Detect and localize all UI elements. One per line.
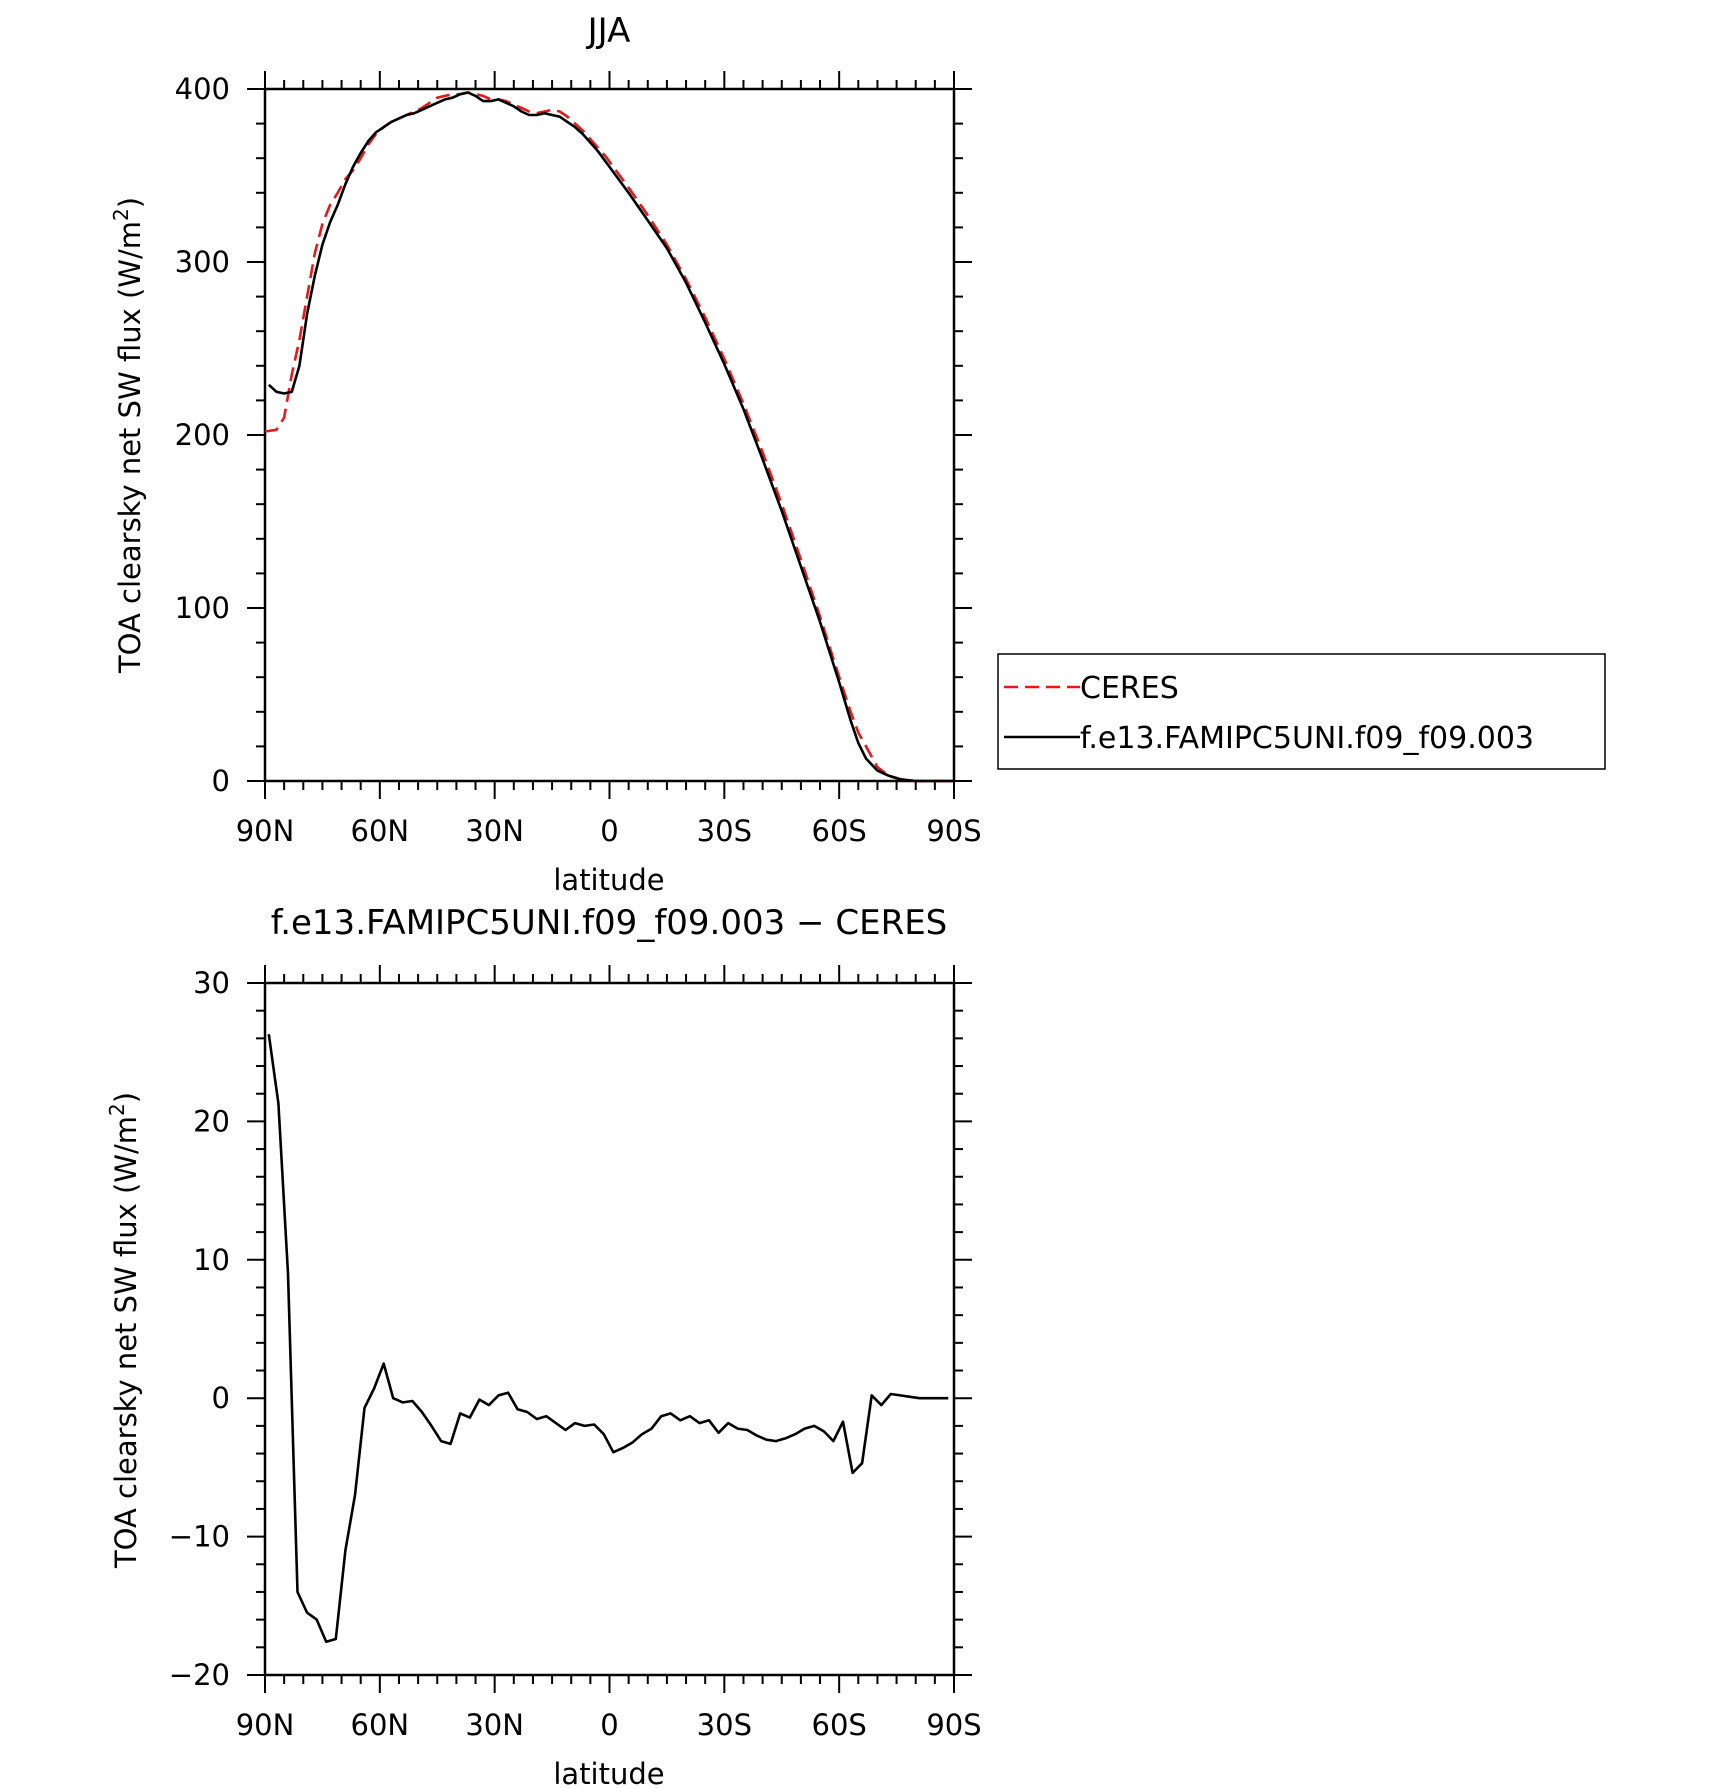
- bottom-axis-ticks: 90N 60N 30N 0 30S 60S 90S −20 −10 0 10 20 30: [169, 965, 982, 1742]
- top-x-tick-label: 60S: [812, 814, 867, 848]
- top-x-axis-title: latitude: [553, 863, 664, 897]
- bottom-x-tick-label: 60N: [351, 1708, 410, 1742]
- top-y-tick-label: 0: [212, 764, 230, 798]
- top-chart-title: JJA: [586, 11, 631, 51]
- top-y-tick-label: 300: [175, 245, 230, 279]
- bottom-x-tick-label: 90S: [926, 1708, 981, 1742]
- legend-box: [997, 653, 1606, 770]
- top-x-tick-label: 60N: [351, 814, 410, 848]
- legend: CERES f.e13.FAMIPC5UNI.f09_f09.003: [997, 653, 1606, 770]
- bottom-y-tick-label: 20: [193, 1104, 230, 1138]
- top-x-tick-label: 30N: [465, 814, 524, 848]
- top-chart: JJA 90N 60N 30N 0 30S 60S 90S 0 100 200 300 400 lat…: [109, 11, 982, 897]
- bottom-x-tick-label: 30S: [697, 1708, 752, 1742]
- bottom-y-tick-label: −10: [169, 1520, 230, 1554]
- bottom-y-tick-label: 10: [193, 1243, 230, 1277]
- bottom-chart-title: f.e13.FAMIPC5UNI.f09_f09.003 − CERES: [271, 903, 948, 943]
- top-x-tick-label: 30S: [697, 814, 752, 848]
- top-x-tick-label: 90N: [236, 814, 295, 848]
- bottom-x-tick-label: 0: [600, 1708, 618, 1742]
- bottom-x-tick-label: 60S: [812, 1708, 867, 1742]
- bottom-y-tick-label: −20: [169, 1658, 230, 1692]
- legend-label-ceres: CERES: [1080, 671, 1179, 706]
- bottom-series-lines: [267, 1034, 949, 1644]
- top-x-tick-label: 90S: [926, 814, 981, 848]
- top-y-tick-label: 400: [175, 72, 230, 106]
- bottom-x-tick-label: 90N: [236, 1708, 295, 1742]
- top-axis-ticks: 90N 60N 30N 0 30S 60S 90S 0 100 200 300 400: [175, 71, 982, 848]
- bottom-chart: f.e13.FAMIPC5UNI.f09_f09.003 − CERES 90N…: [105, 903, 982, 1789]
- bottom-x-tick-label: 30N: [465, 1708, 524, 1742]
- top-series-line-0: [264, 91, 954, 783]
- bottom-y-tick-label: 30: [193, 966, 230, 1000]
- top-y-tick-label: 200: [175, 418, 230, 452]
- top-y-tick-label: 100: [175, 591, 230, 625]
- top-x-tick-label: 0: [600, 814, 618, 848]
- top-y-axis-title: TOA clearsky net SW flux (W/m2): [109, 197, 147, 674]
- bottom-y-axis-title: TOA clearsky net SW flux (W/m2): [105, 1092, 143, 1569]
- bottom-x-axis-title: latitude: [553, 1757, 664, 1789]
- legend-label-model: f.e13.FAMIPC5UNI.f09_f09.003: [1080, 721, 1534, 756]
- top-series-line-1: [267, 91, 954, 783]
- top-series-lines: [264, 91, 954, 783]
- bottom-series-line-0: [267, 1034, 949, 1644]
- bottom-y-tick-label: 0: [212, 1381, 230, 1415]
